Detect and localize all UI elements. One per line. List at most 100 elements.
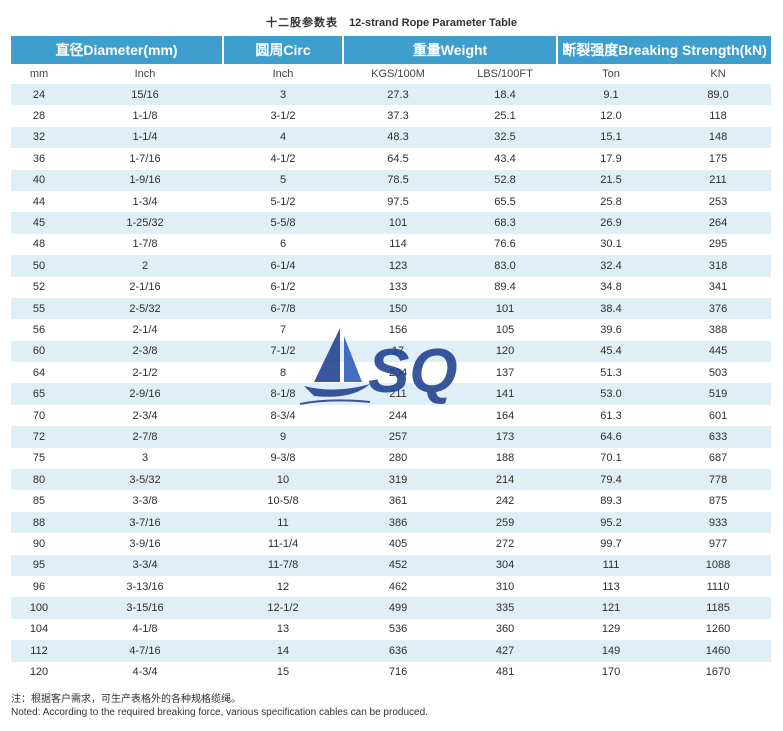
cell-weight-lbs: 43.4: [453, 148, 558, 170]
cell-diameter-mm: 50: [11, 255, 67, 277]
cell-strength-kn: 1670: [665, 661, 772, 683]
cell-circ-inch: 3-1/2: [223, 105, 344, 127]
cell-strength-kn: 503: [665, 362, 772, 384]
cell-weight-lbs: 18.4: [453, 84, 558, 106]
cell-strength-ton: 38.4: [557, 297, 666, 320]
cell-weight-lbs: 481: [453, 661, 558, 683]
cell-strength-kn: 445: [665, 340, 772, 363]
cell-strength-kn: 376: [665, 297, 772, 320]
cell-strength-kn: 633: [665, 426, 772, 448]
table-row: 85 3-3/8 10-5/8 361 242 89.3 875: [11, 490, 772, 512]
table-row: 100 3-15/16 12-1/2 499 335 121 1185: [11, 597, 772, 619]
cell-strength-ton: 61.3: [557, 404, 666, 427]
cell-strength-ton: 95.2: [557, 511, 666, 534]
table-row: 50 2 6-1/4 123 83.0 32.4 318: [11, 255, 772, 277]
table-row: 40 1-9/16 5 78.5 52.8 21.5 211: [11, 169, 772, 191]
cell-diameter-mm: 40: [11, 169, 67, 191]
cell-diameter-mm: 48: [11, 233, 67, 256]
cell-diameter-mm: 65: [11, 383, 67, 405]
cell-weight-kgs: 716: [343, 661, 454, 683]
table-row: 72 2-7/8 9 257 173 64.6 633: [11, 426, 772, 448]
cell-weight-lbs: 214: [453, 469, 558, 491]
cell-strength-ton: 51.3: [557, 362, 666, 384]
cell-diameter-inch: 2-1/2: [67, 362, 224, 384]
cell-diameter-inch: 4-1/8: [67, 618, 224, 641]
cell-strength-ton: 45.4: [557, 340, 666, 363]
cell-weight-lbs: 310: [453, 575, 558, 598]
cell-strength-kn: 388: [665, 319, 772, 341]
cell-strength-kn: 264: [665, 212, 772, 234]
cell-weight-kgs: 405: [343, 533, 454, 555]
header-breaking-strength: 断裂强度Breaking Strength(kN): [557, 36, 772, 64]
cell-circ-inch: 6-1/4: [223, 255, 344, 277]
unit-diameter-inch: Inch: [134, 68, 156, 80]
footnote-en: Noted: According to the required breakin…: [11, 707, 428, 718]
cell-weight-lbs: 105: [453, 319, 558, 341]
cell-diameter-inch: 2-3/4: [67, 404, 224, 427]
table-row: 64 2-1/2 8 204 137 51.3 503: [11, 362, 772, 384]
cell-strength-kn: 977: [665, 533, 772, 555]
cell-strength-kn: 295: [665, 233, 772, 256]
cell-strength-ton: 15.1: [557, 126, 666, 149]
cell-diameter-inch: 1-1/8: [67, 105, 224, 127]
cell-strength-kn: 519: [665, 383, 772, 405]
cell-strength-kn: 341: [665, 276, 772, 298]
cell-circ-inch: 12: [223, 575, 344, 598]
page-title: 十二股参数表 12-strand Rope Parameter Table: [0, 14, 783, 30]
cell-weight-lbs: 32.5: [453, 126, 558, 149]
cell-strength-kn: 253: [665, 190, 772, 213]
cell-diameter-inch: 3: [67, 447, 224, 470]
table-row: 95 3-3/4 11-7/8 452 304 111 1088: [11, 554, 772, 576]
cell-strength-ton: 89.3: [557, 490, 666, 512]
cell-diameter-inch: 2-9/16: [67, 383, 224, 405]
cell-diameter-mm: 75: [11, 447, 67, 470]
cell-circ-inch: 4-1/2: [223, 148, 344, 170]
cell-strength-ton: 70.1: [557, 447, 666, 470]
table-row: 120 4-3/4 15 716 481 170 1670: [11, 661, 772, 683]
cell-strength-ton: 32.4: [557, 255, 666, 277]
table-row: 70 2-3/4 8-3/4 244 164 61.3 601: [11, 404, 772, 427]
cell-diameter-inch: 3-3/8: [67, 490, 224, 512]
cell-diameter-inch: 1-3/4: [67, 190, 224, 213]
cell-weight-lbs: 65.5: [453, 190, 558, 213]
cell-circ-inch: 13: [223, 618, 344, 641]
table-row: 48 1-7/8 6 114 76.6 30.1 295: [11, 233, 772, 256]
cell-strength-ton: 111: [557, 554, 666, 576]
table-row: 75 3 9-3/8 280 188 70.1 687: [11, 447, 772, 470]
cell-diameter-mm: 100: [11, 597, 67, 619]
cell-weight-lbs: 242: [453, 490, 558, 512]
cell-diameter-mm: 36: [11, 148, 67, 170]
cell-weight-kgs: 114: [343, 233, 454, 256]
table-row: 104 4-1/8 13 536 360 129 1260: [11, 618, 772, 641]
cell-weight-kgs: 97.5: [343, 190, 454, 213]
cell-weight-lbs: 360: [453, 618, 558, 641]
cell-strength-ton: 9.1: [557, 84, 666, 106]
cell-diameter-inch: 3-7/16: [67, 511, 224, 534]
cell-weight-kgs: 361: [343, 490, 454, 512]
unit-circ-inch: Inch: [272, 68, 294, 80]
cell-weight-kgs: 386: [343, 511, 454, 534]
title-en: 12-strand Rope Parameter Table: [349, 17, 517, 29]
table-row: 28 1-1/8 3-1/2 37.3 25.1 12.0 118: [11, 105, 772, 127]
cell-diameter-mm: 96: [11, 575, 67, 598]
cell-diameter-inch: 3-13/16: [67, 575, 224, 598]
cell-diameter-inch: 4-7/16: [67, 640, 224, 662]
cell-strength-ton: 64.6: [557, 426, 666, 448]
table-row: 90 3-9/16 11-1/4 405 272 99.7 977: [11, 533, 772, 555]
cell-strength-kn: 1260: [665, 618, 772, 641]
cell-weight-lbs: 188: [453, 447, 558, 470]
cell-diameter-mm: 24: [11, 84, 67, 106]
cell-strength-ton: 30.1: [557, 233, 666, 256]
cell-circ-inch: 8-1/8: [223, 383, 344, 405]
cell-strength-kn: 778: [665, 469, 772, 491]
table-row: 65 2-9/16 8-1/8 211 141 53.0 519: [11, 383, 772, 405]
cell-diameter-mm: 72: [11, 426, 67, 448]
table-row: 96 3-13/16 12 462 310 113 1110: [11, 575, 772, 598]
cell-weight-kgs: 78.5: [343, 169, 454, 191]
cell-weight-lbs: 120: [453, 340, 558, 363]
table-row: 60 2-3/8 7-1/2 17 120 45.4 445: [11, 340, 772, 363]
cell-weight-kgs: 123: [343, 255, 454, 277]
cell-strength-kn: 601: [665, 404, 772, 427]
cell-strength-ton: 53.0: [557, 383, 666, 405]
cell-diameter-inch: 2-3/8: [67, 340, 224, 363]
